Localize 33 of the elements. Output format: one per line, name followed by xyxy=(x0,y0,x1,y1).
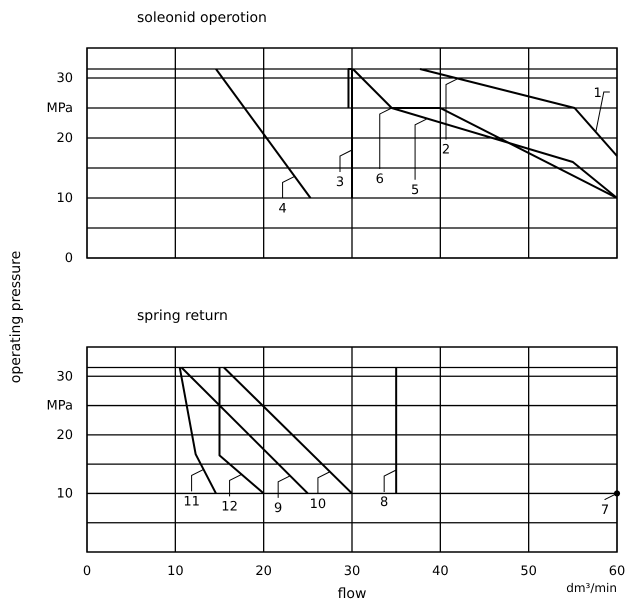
chart-title: spring return xyxy=(137,308,228,324)
y-tick-label: 20 xyxy=(56,131,73,146)
x-tick-label: 30 xyxy=(344,564,360,580)
annotation: 1 xyxy=(594,86,602,101)
x-tick-label: 20 xyxy=(255,564,272,580)
x-tick-label: 50 xyxy=(520,564,537,580)
x-tick-label: 40 xyxy=(432,564,449,580)
y-tick-label: MPa xyxy=(46,101,73,116)
y-tick-label: 30 xyxy=(56,369,73,384)
y-tick-label: 10 xyxy=(56,191,73,206)
annotation: 2 xyxy=(442,142,450,158)
annotation: 8 xyxy=(380,495,388,510)
y-tick-label: 20 xyxy=(56,428,73,444)
y-tick-label: 10 xyxy=(56,486,73,502)
annotation: 10 xyxy=(310,496,326,512)
chart-title: soleonid operotion xyxy=(137,10,267,26)
y-tick-label: 30 xyxy=(56,71,73,86)
annotation: 7 xyxy=(600,503,610,518)
annotation: 12 xyxy=(221,499,238,514)
x-tick-label: 0 xyxy=(82,564,92,580)
x-tick-label: 60 xyxy=(608,564,626,580)
annotation: 4 xyxy=(278,201,287,216)
annotation: 3 xyxy=(336,175,344,190)
text: dm³/min xyxy=(566,581,617,595)
x-tick-label: 10 xyxy=(167,564,184,580)
y-tick-label: MPa xyxy=(46,398,73,414)
annotation: 11 xyxy=(183,494,200,510)
annotation: 6 xyxy=(376,172,384,187)
x-axis-title: flow xyxy=(338,586,366,602)
y-tick-label: 0 xyxy=(64,251,73,266)
y-axis-title: operating pressure xyxy=(8,250,24,384)
annotation: 5 xyxy=(410,182,420,198)
annotation: 9 xyxy=(274,500,282,516)
